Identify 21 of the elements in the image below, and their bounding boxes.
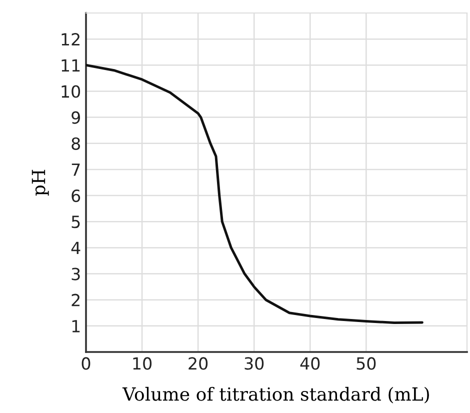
- y-tick-label: 7: [72, 164, 80, 176]
- y-tick-label: 4: [71, 242, 80, 254]
- y-tick-label: 2: [72, 294, 80, 306]
- x-tick-label: 50: [356, 357, 376, 370]
- y-tick-label: 5: [72, 216, 80, 228]
- x-tick-label: 10: [133, 357, 152, 370]
- y-tick-label: 1: [72, 320, 80, 332]
- y-tick-label: 11: [62, 59, 80, 72]
- x-tick-label: 20: [188, 357, 208, 370]
- x-tick-label: 0: [82, 357, 90, 370]
- line-series: [86, 64, 424, 324]
- y-tick-label: 3: [72, 268, 80, 280]
- y-axis-title: pH: [32, 170, 49, 196]
- x-axis-title: Volume of titration standard (mL): [122, 386, 429, 404]
- y-tick-label: 9: [72, 111, 80, 124]
- y-tick-label: 12: [62, 33, 80, 46]
- y-tick-label: 10: [62, 85, 80, 98]
- y-tick-label: 8: [72, 137, 80, 150]
- x-tick-label: 30: [244, 357, 264, 370]
- y-tick-label: 6: [72, 190, 80, 202]
- x-tick-label: 40: [300, 357, 320, 370]
